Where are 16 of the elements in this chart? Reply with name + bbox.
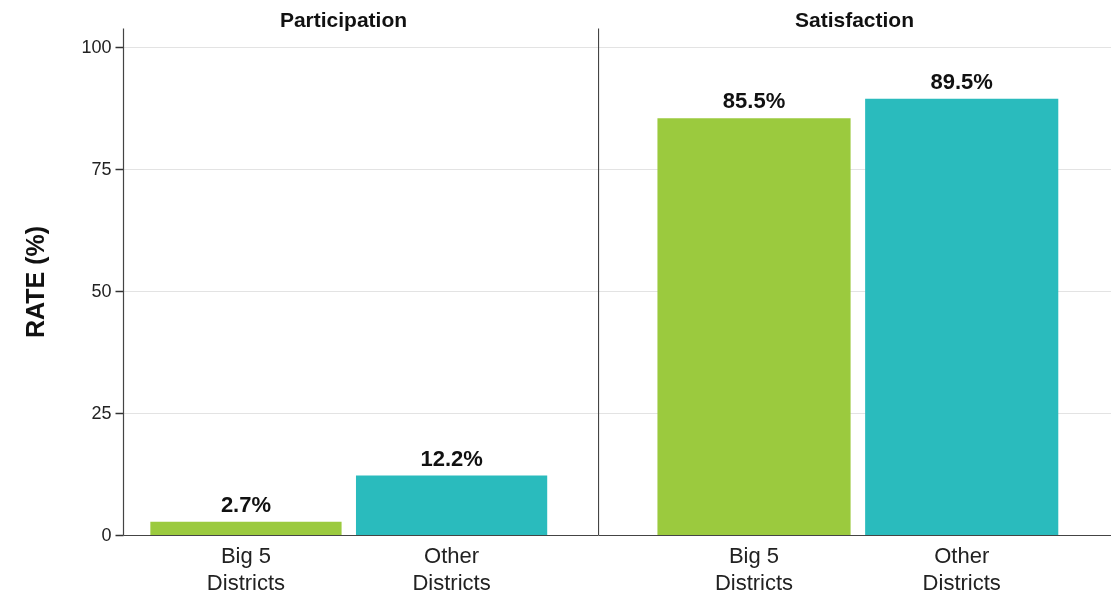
y-tick-label: 75 [91,158,112,179]
x-tick-label: Other Districts [412,542,491,595]
data-label: 89.5% [930,68,993,94]
y-tick-label: 0 [101,524,112,545]
x-tick-label: Big 5 Districts [206,542,286,595]
y-tick-label: 25 [91,402,112,423]
x-tick-label: Other Districts [922,542,1001,595]
x-tick-label: Big 5 Districts [714,542,794,595]
data-label: 12.2% [420,445,483,471]
chart-title: Satisfaction [794,8,915,31]
data-label: 85.5% [722,88,786,114]
y-tick-label: 50 [91,280,112,301]
data-label: 2.7% [220,491,272,517]
y-tick-label: 100 [81,37,112,57]
chart-title: Participation [279,8,408,31]
y-axis-title: RATE (%) [21,225,50,339]
